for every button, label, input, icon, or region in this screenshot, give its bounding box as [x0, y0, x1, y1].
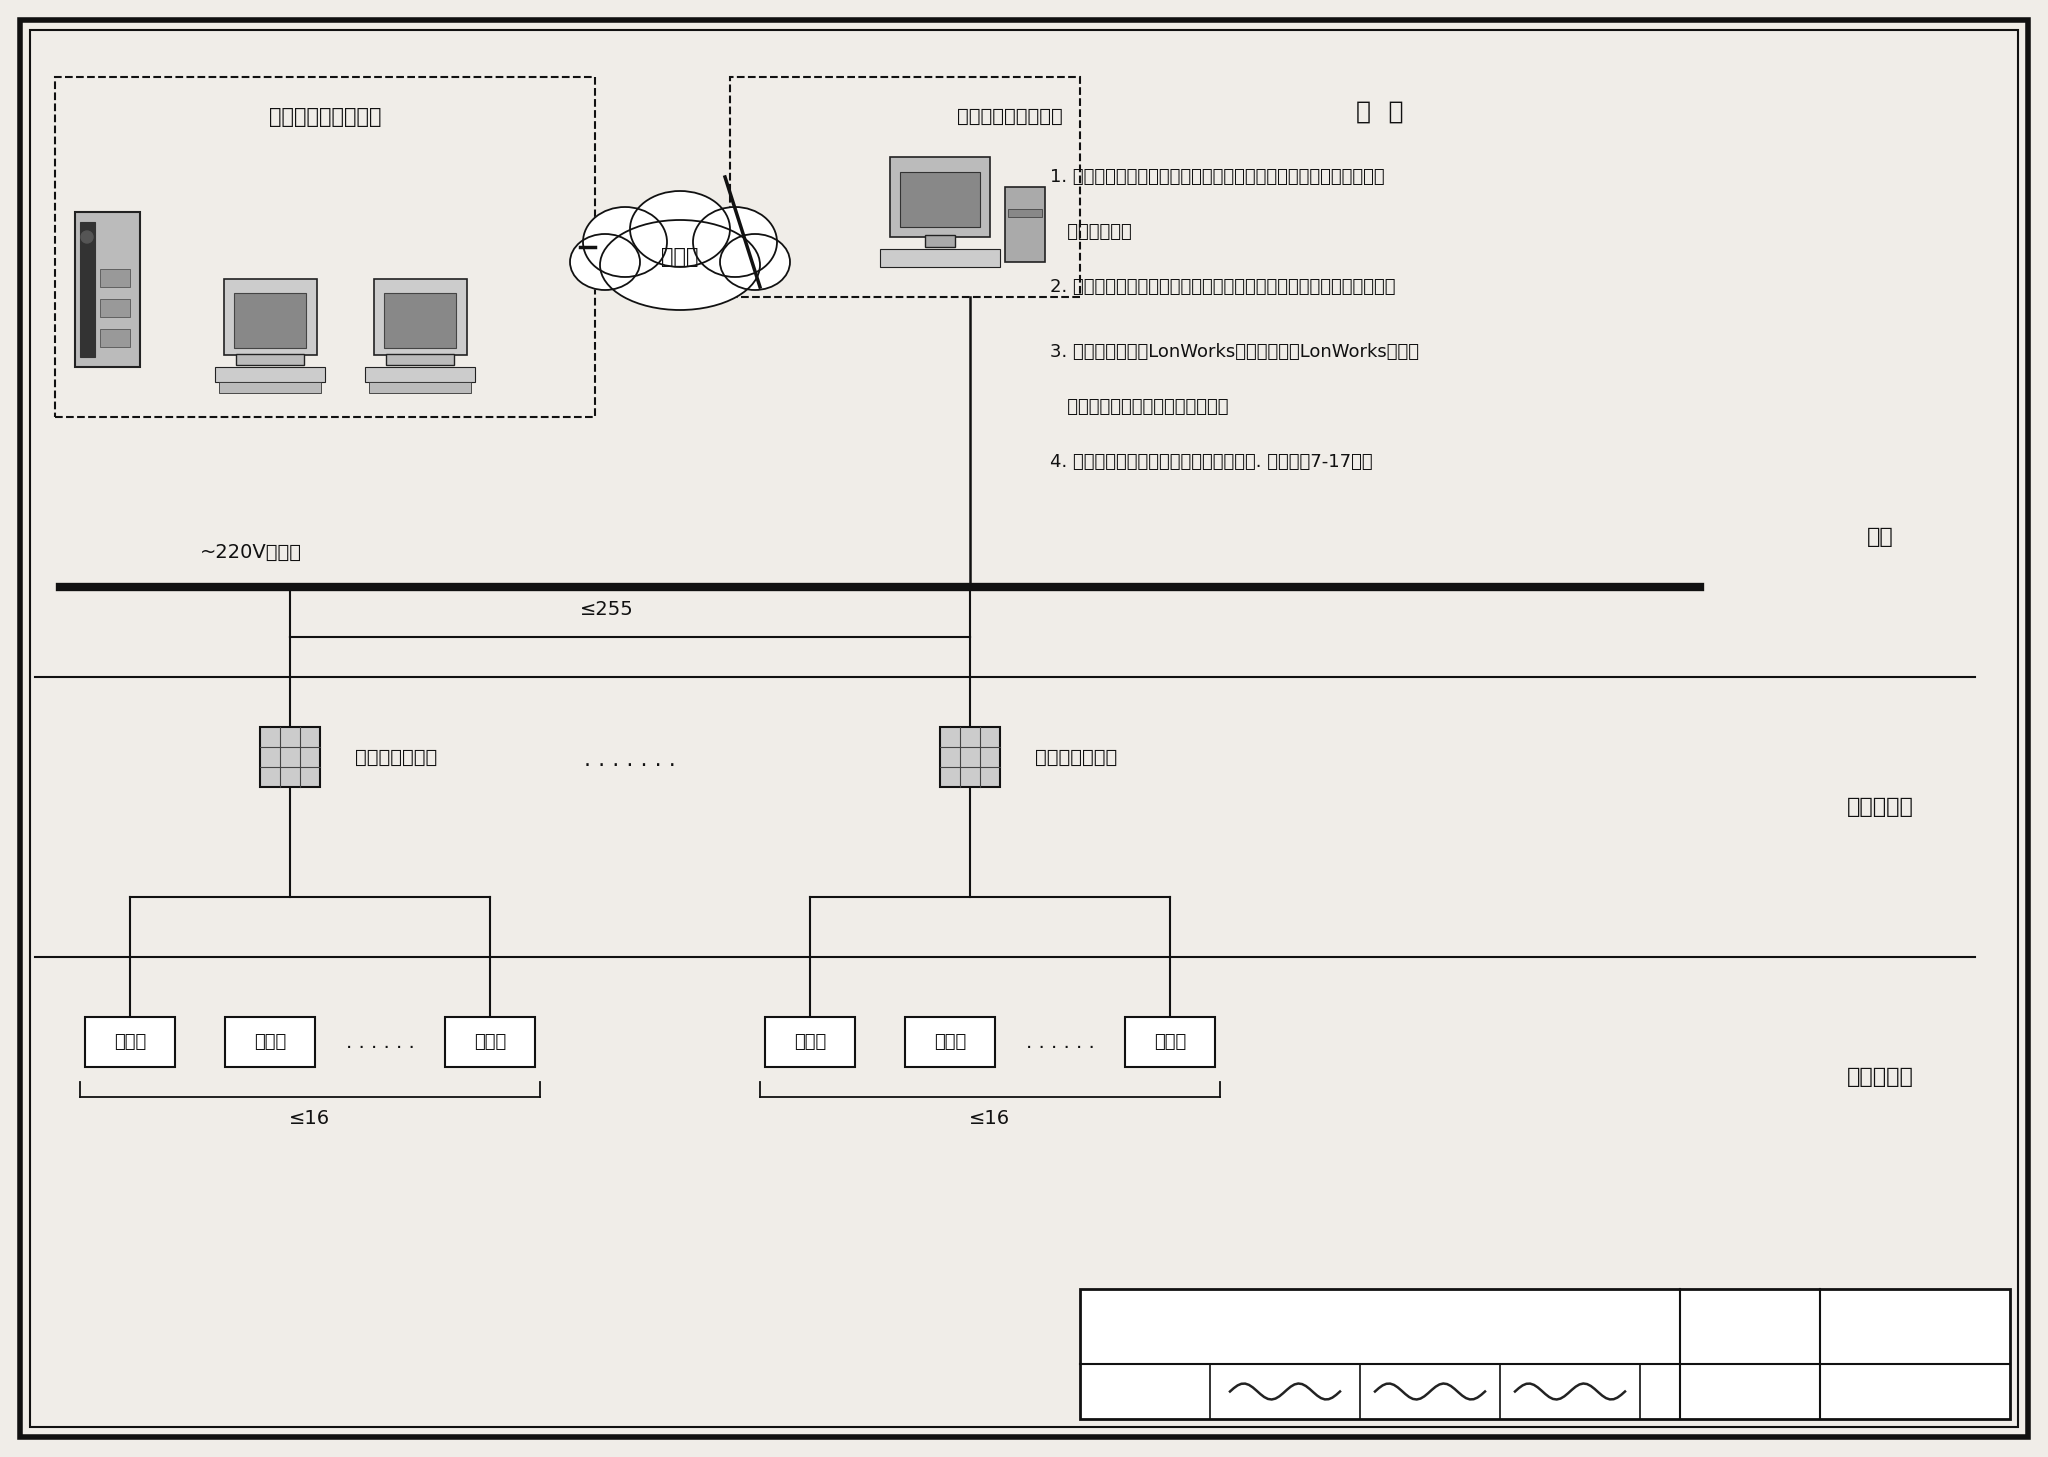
Bar — [1006, 186, 1044, 262]
Text: 耗能表: 耗能表 — [934, 1033, 967, 1050]
Text: 审核: 审核 — [1135, 1383, 1155, 1400]
Bar — [100, 329, 129, 347]
Text: 楼层或楼内: 楼层或楼内 — [1847, 797, 1913, 817]
Text: 耗能表: 耗能表 — [795, 1033, 825, 1050]
Text: 耗能表: 耗能表 — [473, 1033, 506, 1050]
Ellipse shape — [631, 191, 729, 267]
Bar — [940, 727, 999, 787]
Text: 3. 通讯协议多采用LonWorks，可结合其它LonWorks系统，: 3. 通讯协议多采用LonWorks，可结合其它LonWorks系统， — [1051, 342, 1419, 361]
Bar — [55, 77, 596, 417]
Text: 1. 本方案采用电力线作为数据传输介质，省去布线但成本较高，多用: 1. 本方案采用电力线作为数据传输介质，省去布线但成本较高，多用 — [1051, 168, 1384, 186]
Text: 于小区改造。: 于小区改造。 — [1051, 223, 1133, 240]
Bar — [223, 278, 317, 356]
Text: 电力载波自动抄表系统图: 电力载波自动抄表系统图 — [1303, 1314, 1458, 1339]
Bar — [86, 1017, 174, 1067]
Ellipse shape — [569, 235, 639, 290]
Bar — [1008, 208, 1042, 217]
Bar — [219, 382, 322, 393]
Text: . . . . . . .: . . . . . . . — [584, 750, 676, 769]
Bar — [729, 77, 1079, 297]
Ellipse shape — [600, 220, 760, 310]
Text: 2. 数据存储在电力载波采集器中，小区管理中心计算机定时查询数据。: 2. 数据存储在电力载波采集器中，小区管理中心计算机定时查询数据。 — [1051, 278, 1395, 296]
Circle shape — [82, 232, 92, 243]
Text: 99X601: 99X601 — [1874, 1317, 1956, 1336]
Text: 电力载波采集器: 电力载波采集器 — [354, 747, 438, 766]
Text: 页: 页 — [1655, 1383, 1665, 1400]
Bar — [365, 367, 475, 382]
Text: 构成大楼统一数据采集控制网络。: 构成大楼统一数据采集控制网络。 — [1051, 398, 1229, 417]
Text: 耗能表: 耗能表 — [1153, 1033, 1186, 1050]
Text: 耗能表: 耗能表 — [115, 1033, 145, 1050]
Bar — [236, 354, 303, 366]
Text: 7-08: 7-08 — [1894, 1383, 1935, 1400]
Text: ≤255: ≤255 — [580, 600, 633, 619]
Bar — [444, 1017, 535, 1067]
Bar — [260, 727, 319, 787]
Bar — [1079, 1289, 2009, 1419]
Bar — [385, 293, 457, 348]
Text: 市话网: 市话网 — [662, 248, 698, 267]
Ellipse shape — [610, 227, 750, 297]
Bar — [100, 299, 129, 318]
Text: 说  明: 说 明 — [1356, 101, 1403, 124]
Text: ≤16: ≤16 — [289, 1109, 330, 1129]
Bar — [899, 172, 981, 227]
Text: . . . . . .: . . . . . . — [1026, 1033, 1094, 1052]
Bar — [375, 278, 467, 356]
Bar — [1124, 1017, 1214, 1067]
Text: . . . . . .: . . . . . . — [346, 1033, 414, 1052]
Text: ≤16: ≤16 — [969, 1109, 1010, 1129]
Text: 4. 本方案为示意，图中技术指标仅供参考. 接线图见7-17页。: 4. 本方案为示意，图中技术指标仅供参考. 接线图见7-17页。 — [1051, 453, 1372, 471]
Bar — [215, 367, 326, 382]
Ellipse shape — [692, 207, 776, 277]
Bar — [766, 1017, 854, 1067]
Bar — [926, 235, 954, 248]
Text: 电力载波采集器: 电力载波采集器 — [1034, 747, 1118, 766]
Text: 耗能表: 耗能表 — [254, 1033, 287, 1050]
Bar — [233, 293, 305, 348]
Text: 设计: 设计 — [1419, 1383, 1440, 1400]
Bar — [891, 157, 989, 237]
Bar — [385, 354, 455, 366]
Ellipse shape — [584, 207, 668, 277]
Bar — [881, 249, 999, 267]
Text: 小区: 小区 — [1866, 527, 1892, 546]
Bar — [225, 1017, 315, 1067]
Text: 图集号: 图集号 — [1735, 1317, 1765, 1336]
Bar — [100, 270, 129, 287]
Bar — [80, 221, 94, 357]
Text: 户内或户外: 户内或户外 — [1847, 1067, 1913, 1087]
Text: 行业管理中心计算机: 行业管理中心计算机 — [268, 106, 381, 127]
Text: 小区管理中心计算机: 小区管理中心计算机 — [956, 106, 1063, 125]
Text: ~220V电力线: ~220V电力线 — [201, 543, 301, 562]
Bar — [76, 213, 139, 367]
Text: 校对: 校对 — [1276, 1383, 1294, 1400]
Bar — [369, 382, 471, 393]
Ellipse shape — [721, 235, 791, 290]
Bar — [905, 1017, 995, 1067]
